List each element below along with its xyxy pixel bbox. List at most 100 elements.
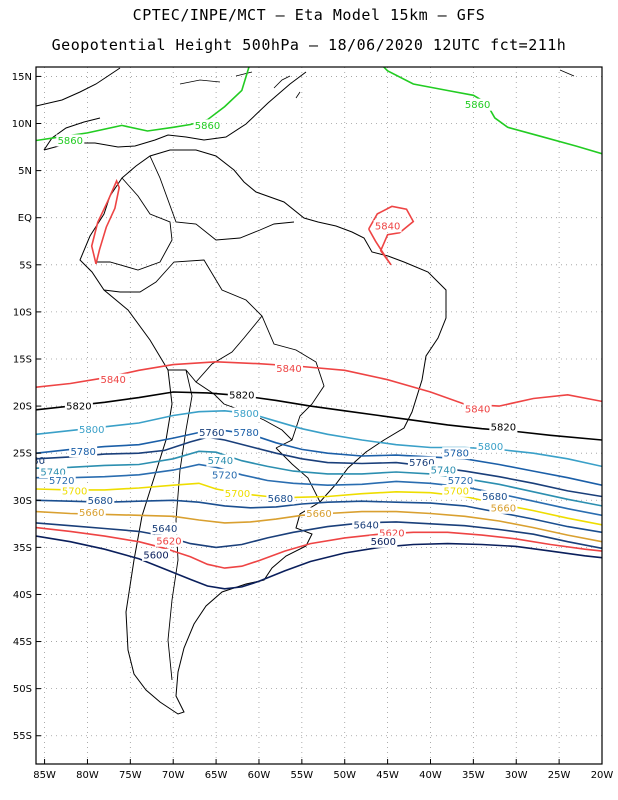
country-borders [96, 155, 325, 681]
contour-label-backdrop [489, 420, 518, 433]
contour-label-5720: 5720 [212, 470, 237, 481]
contour-label-5600: 5600 [143, 550, 168, 561]
contour-5800 [36, 409, 602, 468]
contour-label-backdrop [429, 464, 458, 477]
central-america-coastline [36, 67, 121, 151]
south-america-coastline [43, 71, 447, 715]
contour-label-backdrop [373, 220, 402, 233]
contour-label-5860: 5860 [58, 136, 83, 147]
chart-title: CPTEC/INPE/MCT – Eta Model 15km – GFS [132, 6, 486, 24]
contour-label-backdrop [274, 362, 303, 375]
lat-tick-label: 45S [13, 637, 32, 648]
lat-tick-label: 10N [12, 119, 32, 130]
contour-label-backdrop [446, 474, 475, 487]
contour-5600 [36, 535, 602, 590]
contour-label-5800: 5800 [79, 425, 104, 436]
contour-label-backdrop [489, 501, 518, 514]
contour-label-5740: 5740 [40, 468, 65, 479]
contour-label-backdrop [56, 134, 85, 147]
axis-ticks: 15N 10N 5N EQ 5S 10S 15S 20S 25S 30S 35S 40S 45S 50S 5… [12, 72, 614, 781]
lat-tick-label: 25S [13, 449, 32, 460]
contour-5840 [368, 205, 415, 266]
contour-label-5820: 5820 [229, 390, 254, 401]
contour-label-backdrop [407, 456, 436, 469]
contour-label-5840: 5840 [276, 364, 301, 375]
lat-tick-label: 35S [13, 543, 32, 554]
contour-label-backdrop [223, 487, 252, 500]
lat-tick-label: 50S [13, 684, 32, 695]
contour-label-backdrop [232, 426, 261, 439]
contour-label-5780: 5780 [443, 449, 468, 460]
lon-tick-label: 25W [548, 770, 571, 781]
contour-label-5800: 5800 [478, 442, 503, 453]
contour-label-backdrop [193, 119, 222, 132]
contour-label-5820: 5820 [491, 422, 516, 433]
contour-label-5840: 5840 [465, 404, 490, 415]
lon-tick-label: 80W [76, 770, 99, 781]
contour-label-5780: 5780 [70, 447, 95, 458]
contour-label-5660: 5660 [491, 503, 516, 514]
contour-label-5780: 5780 [233, 428, 258, 439]
contour-label-backdrop [60, 484, 89, 497]
contour-label-backdrop [206, 454, 235, 467]
contour-label-backdrop [227, 388, 256, 401]
contour-label-backdrop [476, 440, 505, 453]
contour-label-5680: 5680 [268, 494, 293, 505]
lon-tick-label: 50W [333, 770, 356, 781]
contour-label-5860: 5860 [195, 121, 220, 132]
lat-tick-label: 40S [13, 590, 32, 601]
lat-tick-label: 5S [19, 260, 32, 271]
chart-subtitle: Geopotential Height 500hPa – 18/06/2020 … [51, 36, 567, 54]
lon-tick-label: 60W [248, 770, 271, 781]
contour-label-5720: 5720 [448, 476, 473, 487]
contour-label-5700: 5700 [62, 486, 87, 497]
contour-label-5860: 5860 [465, 100, 490, 111]
lon-tick-label: 40W [419, 770, 442, 781]
contour-label-5740: 5740 [431, 466, 456, 477]
contour-label-5840: 5840 [100, 375, 125, 386]
contour-label-backdrop [369, 535, 398, 548]
contour-label-backdrop [77, 506, 106, 519]
contour-5740 [36, 450, 602, 507]
contour-label-backdrop [99, 373, 128, 386]
contour-label-5820: 5820 [66, 402, 91, 413]
lon-tick-label: 85W [33, 770, 56, 781]
contour-label-backdrop [442, 447, 471, 460]
contour-label-5840: 5840 [375, 222, 400, 233]
contour-label-backdrop [210, 468, 239, 481]
contour-label-backdrop [463, 98, 492, 111]
lon-tick-label: 30W [505, 770, 528, 781]
contour-label-backdrop [352, 518, 381, 531]
contour-labels: 5860586058605840584058405840582058205820… [36, 98, 518, 561]
contour-label-backdrop [480, 490, 509, 503]
contour-5780 [36, 429, 602, 486]
contour-label-5700: 5700 [443, 486, 468, 497]
contour-5860 [36, 67, 250, 142]
lon-tick-label: 20W [591, 770, 614, 781]
contour-label-backdrop [142, 548, 171, 561]
contour-label-5700: 5700 [225, 489, 250, 500]
lon-tick-label: 55W [291, 770, 314, 781]
lat-tick-label: 30S [13, 496, 32, 507]
map-frame [35, 66, 603, 765]
contour-label-backdrop [86, 494, 115, 507]
lon-tick-label: 65W [205, 770, 228, 781]
caribbean-islands [179, 69, 575, 99]
contour-label-backdrop [154, 534, 183, 547]
lat-tick-label: 5N [18, 166, 32, 177]
contour-label-5740: 5740 [208, 456, 233, 467]
contour-label-backdrop [442, 484, 471, 497]
lat-tick-label: 20S [13, 402, 32, 413]
contour-label-backdrop [305, 507, 333, 520]
contour-label-backdrop [69, 445, 98, 458]
contour-label-backdrop [77, 423, 106, 436]
contour-label-5760: 5760 [409, 458, 434, 469]
contour-label-backdrop [64, 400, 93, 413]
lon-tick-label: 70W [162, 770, 185, 781]
contour-label-5680: 5680 [482, 492, 507, 503]
contour-5760 [36, 436, 602, 498]
contour-5840 [90, 178, 121, 265]
lon-tick-label: 45W [376, 770, 399, 781]
graticule [36, 67, 603, 764]
continent-outlines [36, 67, 575, 715]
